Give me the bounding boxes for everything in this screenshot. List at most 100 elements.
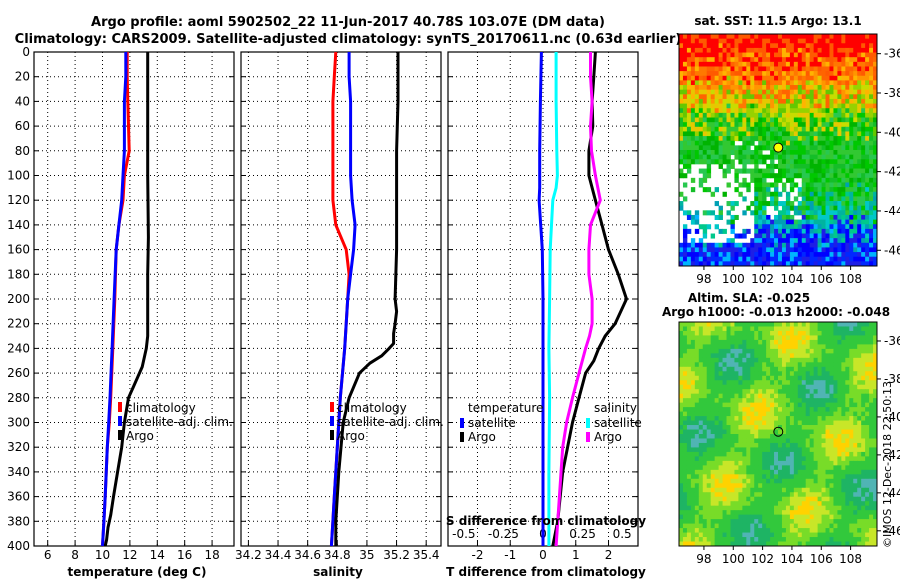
map-cell [706, 528, 712, 533]
map-cell [805, 474, 811, 480]
map-cell [857, 75, 862, 81]
map-cell [694, 407, 700, 412]
map-cell [770, 380, 775, 386]
map-cell [754, 344, 759, 350]
map-cell [746, 357, 751, 363]
map-cell [734, 261, 739, 267]
map-cell [722, 510, 727, 516]
map-cell [766, 523, 771, 529]
map-cell [873, 168, 878, 174]
map-cell [679, 34, 684, 40]
map-cell [770, 326, 775, 332]
map-cell [706, 108, 712, 114]
map-cell [694, 108, 700, 114]
map-cell [698, 420, 704, 426]
map-cell [710, 434, 716, 439]
map-cell [734, 425, 739, 430]
map-cell [869, 103, 874, 109]
map-cell [797, 261, 803, 267]
map-cell [746, 523, 751, 529]
map-cell [679, 353, 684, 359]
map-cell [762, 182, 767, 188]
map-cell [718, 496, 723, 502]
map-cell [754, 47, 759, 53]
map-cell [865, 339, 870, 345]
map-cell [865, 177, 870, 183]
map-cell [813, 492, 818, 498]
map-cell [710, 322, 716, 327]
map-cell [750, 416, 755, 421]
map-cell [710, 402, 716, 408]
map-cell [706, 389, 712, 395]
map-cell [714, 140, 719, 146]
map-cell [813, 242, 818, 248]
map-cell [801, 61, 807, 67]
map-cell [702, 514, 708, 520]
map-cell [710, 57, 716, 63]
map-cell [793, 429, 799, 435]
map-cell [805, 425, 811, 430]
map-cell [801, 136, 807, 142]
map-cell [841, 483, 846, 489]
map-cell [694, 112, 700, 118]
map-cell [833, 322, 838, 327]
map-cell [861, 447, 866, 453]
map-cell [706, 447, 712, 453]
map-cell [686, 326, 692, 332]
map-cell [690, 145, 696, 151]
map-cell [857, 357, 862, 363]
map-cell [774, 523, 779, 529]
map-cell [829, 362, 834, 368]
map-cell [789, 233, 795, 239]
map-cell [793, 261, 799, 267]
map-cell [762, 339, 767, 345]
map-cell [742, 348, 747, 354]
map-cell [837, 460, 842, 466]
map-cell [686, 366, 692, 372]
map-cell [789, 447, 795, 453]
map-cell [766, 122, 771, 128]
map-cell [849, 425, 854, 430]
map-cell [869, 380, 874, 386]
map-cell [778, 233, 783, 239]
map-cell [853, 411, 858, 417]
map-cell [789, 177, 795, 183]
map-cell [785, 224, 791, 230]
map-cell [841, 168, 846, 174]
map-cell [758, 456, 763, 462]
map-cell [758, 75, 763, 81]
map-cell [718, 159, 723, 165]
map-cell [817, 233, 822, 239]
map-cell [742, 71, 747, 77]
map-cell [829, 420, 834, 426]
map-cell [730, 519, 735, 524]
map-cell [679, 150, 684, 156]
map-cell [793, 326, 799, 332]
map-cell [766, 126, 771, 132]
map-cell [797, 389, 803, 395]
map-cell [718, 380, 723, 386]
map-cell [821, 89, 826, 95]
map-cell [809, 85, 815, 91]
map-cell [690, 214, 696, 220]
map-cell [785, 357, 791, 363]
map-cell [781, 126, 787, 132]
map-cell [750, 112, 755, 118]
map-cell [805, 335, 811, 341]
map-cell [770, 505, 775, 511]
map-cell [686, 344, 692, 350]
map-cell [679, 496, 684, 502]
map-cell [809, 75, 815, 81]
map-cell [869, 505, 874, 511]
map-cell [694, 261, 700, 267]
map-cell [781, 85, 787, 91]
map-cell [762, 108, 767, 114]
map-cell [857, 140, 862, 146]
map-cell [710, 261, 716, 267]
map-cell [698, 510, 704, 516]
map-cell [754, 150, 759, 156]
map-cell [869, 89, 874, 95]
map-cell [801, 168, 807, 174]
map-cell [679, 407, 684, 412]
map-cell [817, 501, 822, 507]
